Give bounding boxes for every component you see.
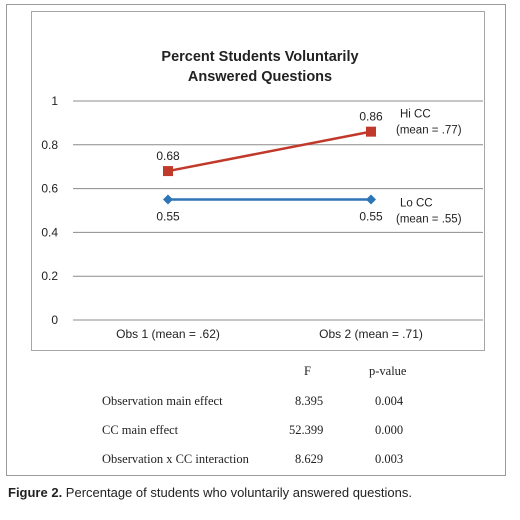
chart-title: Percent Students Voluntarily: [161, 49, 358, 65]
x-tick-label: Obs 2 (mean = .71): [319, 327, 423, 341]
x-tick-label: Obs 1 (mean = .62): [116, 327, 220, 341]
data-label: 0.55: [359, 210, 383, 224]
y-tick-label: 0.8: [41, 138, 58, 152]
caption-label: Figure 2.: [8, 485, 63, 500]
data-label: 0.55: [156, 210, 180, 224]
caption-text: Percentage of students who voluntarily a…: [62, 485, 412, 500]
y-tick-label: 0.4: [41, 225, 58, 239]
chart-area: Percent Students Voluntarily Answered Que…: [31, 11, 485, 351]
data-point-marker: [366, 126, 376, 137]
y-tick-label: 1: [51, 94, 58, 108]
data-point-marker: [163, 166, 173, 177]
chart-title: Answered Questions: [188, 69, 332, 85]
y-tick-label: 0: [51, 313, 58, 327]
data-point-marker: [366, 194, 376, 205]
data-label: 0.86: [359, 110, 383, 124]
series-name-label: Hi CC: [400, 109, 431, 121]
series-name-label: Lo CC: [400, 198, 433, 210]
data-label: 0.68: [156, 149, 180, 163]
figure-caption: Figure 2. Percentage of students who vol…: [8, 485, 412, 500]
series-line: [167, 130, 372, 173]
y-tick-label: 0.6: [41, 182, 58, 196]
y-tick-label: 0.2: [41, 269, 58, 283]
data-point-marker: [163, 194, 173, 205]
line-chart: Percent Students Voluntarily Answered Que…: [41, 49, 483, 341]
series-mean-label: (mean = .77): [396, 125, 462, 137]
series-mean-label: (mean = .55): [396, 214, 462, 226]
